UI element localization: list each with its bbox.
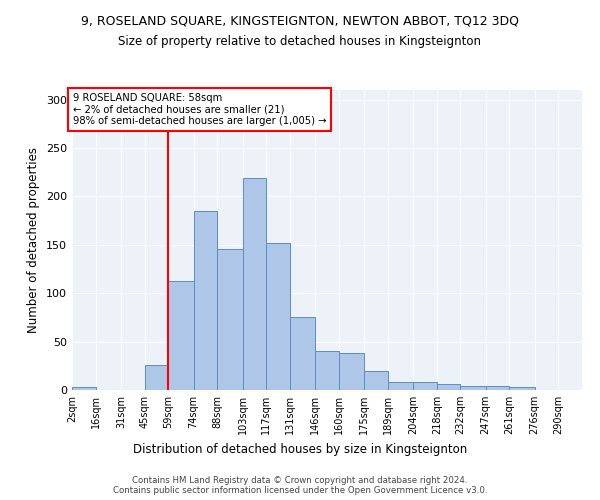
Bar <box>168 280 194 390</box>
Bar <box>509 387 535 390</box>
Bar <box>315 352 339 390</box>
Text: Contains HM Land Registry data © Crown copyright and database right 2024.
Contai: Contains HM Land Registry data © Crown c… <box>113 476 487 495</box>
Text: Distribution of detached houses by size in Kingsteignton: Distribution of detached houses by size … <box>133 442 467 456</box>
Bar <box>486 386 509 390</box>
Bar <box>242 178 266 390</box>
Bar <box>72 387 95 390</box>
Bar <box>266 243 290 390</box>
Bar <box>364 370 388 390</box>
Bar <box>145 365 168 390</box>
Bar <box>413 382 437 390</box>
Bar <box>339 353 364 390</box>
Bar <box>437 384 460 390</box>
Text: 9 ROSELAND SQUARE: 58sqm
← 2% of detached houses are smaller (21)
98% of semi-de: 9 ROSELAND SQUARE: 58sqm ← 2% of detache… <box>73 93 326 126</box>
Bar <box>460 386 486 390</box>
Text: 9, ROSELAND SQUARE, KINGSTEIGNTON, NEWTON ABBOT, TQ12 3DQ: 9, ROSELAND SQUARE, KINGSTEIGNTON, NEWTO… <box>81 15 519 28</box>
Bar <box>388 382 413 390</box>
Bar <box>217 248 242 390</box>
Y-axis label: Number of detached properties: Number of detached properties <box>28 147 40 333</box>
Bar <box>290 318 315 390</box>
Text: Size of property relative to detached houses in Kingsteignton: Size of property relative to detached ho… <box>119 35 482 48</box>
Bar <box>194 211 217 390</box>
